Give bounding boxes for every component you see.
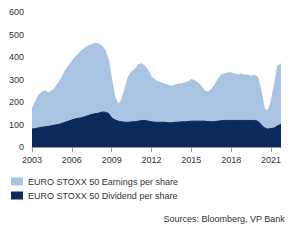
svg-text:2006: 2006: [62, 155, 82, 165]
svg-text:Sources: Bloomberg, VP Bank: Sources: Bloomberg, VP Bank: [163, 214, 285, 224]
svg-text:2021: 2021: [261, 155, 281, 165]
svg-text:200: 200: [9, 97, 24, 107]
svg-text:EURO STOXX 50 Dividend per sha: EURO STOXX 50 Dividend per share: [28, 191, 177, 201]
svg-text:100: 100: [9, 120, 24, 130]
svg-text:EURO STOXX 50 Earnings per sha: EURO STOXX 50 Earnings per share: [28, 177, 178, 187]
svg-text:0: 0: [19, 142, 24, 152]
svg-text:2018: 2018: [221, 155, 241, 165]
svg-text:600: 600: [9, 7, 24, 17]
svg-text:400: 400: [9, 52, 24, 62]
svg-text:300: 300: [9, 75, 24, 85]
svg-text:2009: 2009: [102, 155, 122, 165]
svg-text:2003: 2003: [22, 155, 42, 165]
svg-text:2012: 2012: [142, 155, 162, 165]
svg-text:2015: 2015: [181, 155, 201, 165]
svg-text:500: 500: [9, 30, 24, 40]
